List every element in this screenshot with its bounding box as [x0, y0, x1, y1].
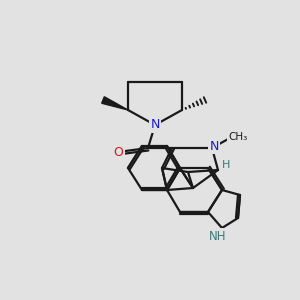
Text: N: N	[150, 118, 160, 131]
Text: NH: NH	[209, 230, 227, 242]
Text: CH₃: CH₃	[228, 132, 248, 142]
Polygon shape	[102, 97, 128, 110]
Text: H: H	[222, 160, 230, 170]
Text: O: O	[113, 146, 123, 158]
Text: N: N	[209, 140, 219, 152]
